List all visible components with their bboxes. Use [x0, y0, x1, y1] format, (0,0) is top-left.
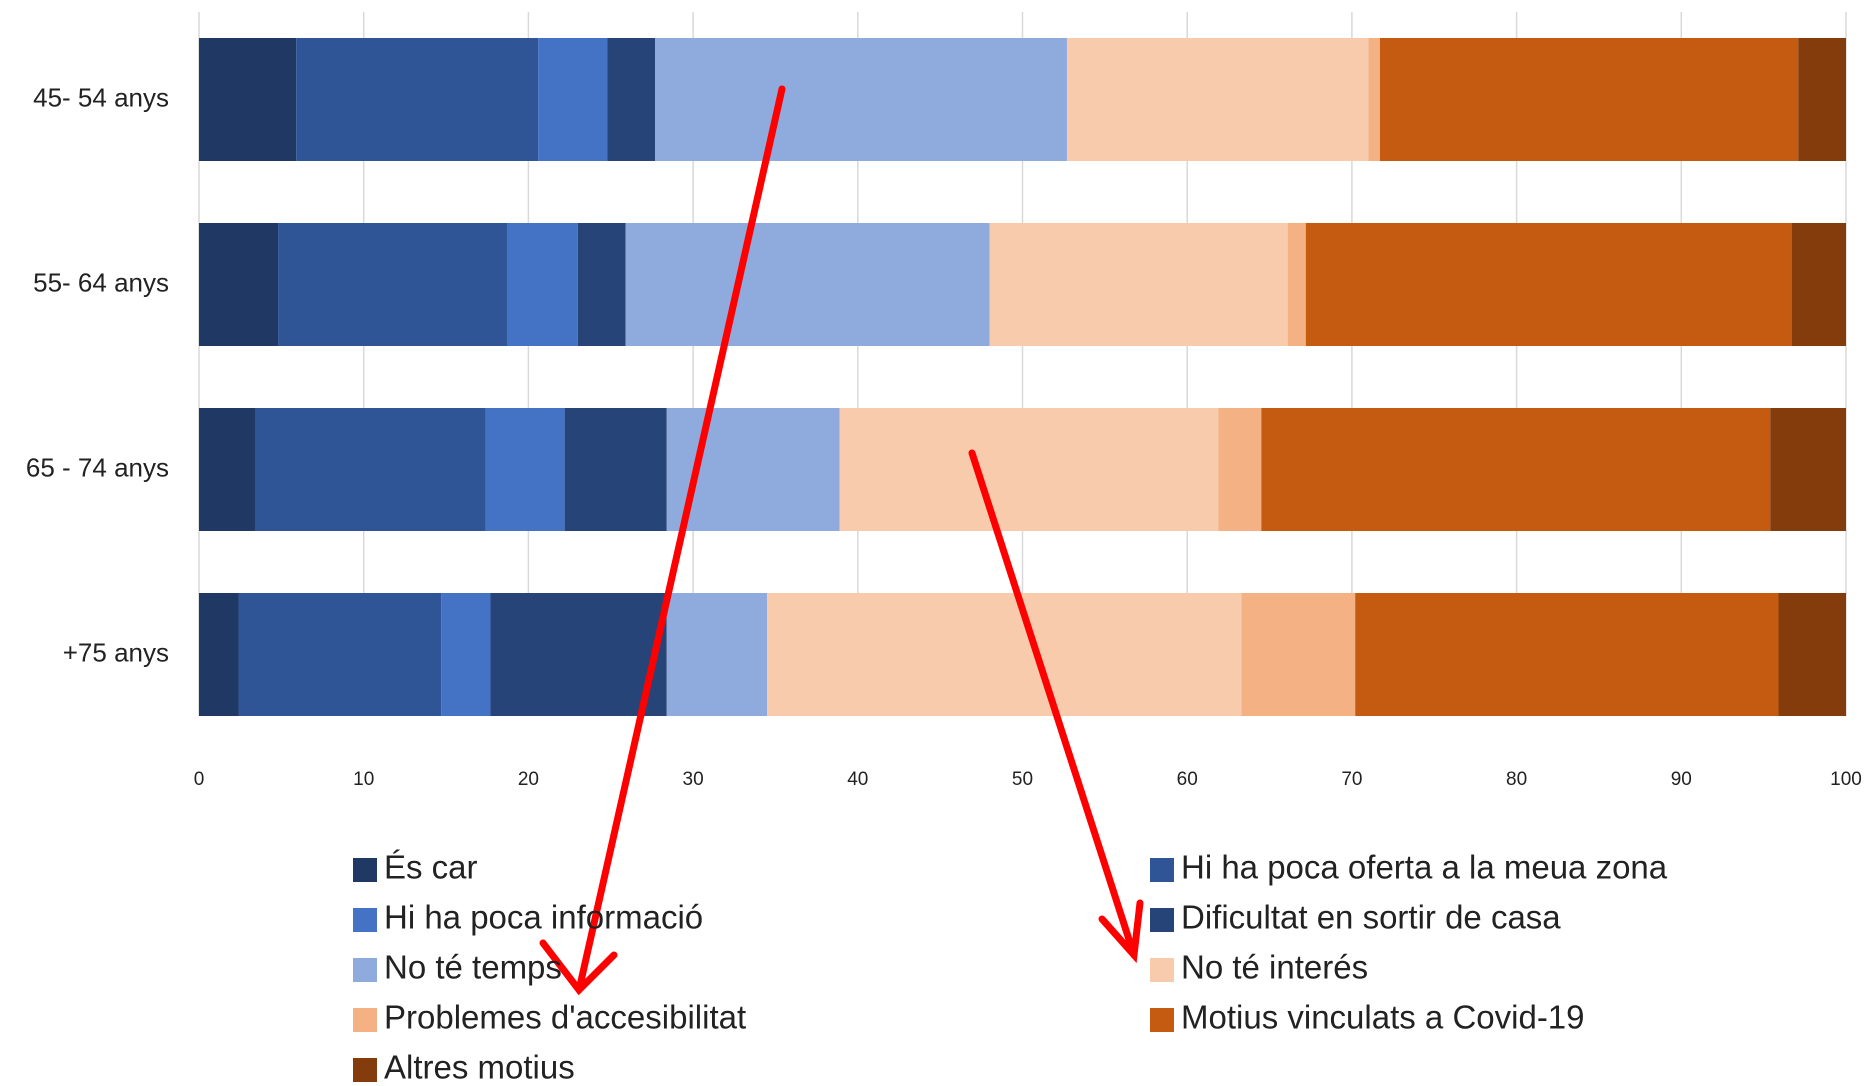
x-tick-label: 0 — [194, 769, 205, 790]
plot: 0 10 20 30 40 50 60 70 80 90 100 45- 54 anys 55- 64 … — [26, 12, 1862, 790]
bar-segment — [839, 408, 1219, 531]
legend-label: No té interés — [1181, 949, 1368, 986]
bar-segment — [1287, 223, 1306, 346]
bar-segment — [767, 593, 1242, 716]
legend-label: Altres motius — [384, 1049, 575, 1086]
x-tick-label: 70 — [1341, 769, 1362, 790]
x-tick-label: 80 — [1506, 769, 1527, 790]
bar-segment — [1770, 408, 1846, 531]
bar-segment — [625, 223, 990, 346]
y-tick-label: +75 anys — [63, 637, 169, 667]
y-tick-label: 65 - 74 anys — [26, 452, 169, 482]
legend-label: Motius vinculats a Covid-19 — [1181, 999, 1585, 1036]
bar-segment — [296, 38, 539, 161]
bar-segment — [199, 408, 255, 531]
bar-segment — [1261, 408, 1771, 531]
bar-segment — [490, 593, 667, 716]
legend-swatch — [1150, 958, 1174, 982]
bar-segment — [1379, 38, 1799, 161]
legend-swatch — [1150, 858, 1174, 882]
arrow — [575, 85, 786, 994]
bar-segment — [1355, 593, 1779, 716]
x-tick-label: 60 — [1177, 769, 1198, 790]
legend-swatch — [1150, 1008, 1174, 1032]
bar-segment — [238, 593, 442, 716]
arrow-head — [539, 939, 618, 996]
bar-segment — [1778, 593, 1846, 716]
legend-label: És car — [384, 849, 478, 886]
legend-label: Hi ha poca oferta a la meua zona — [1181, 849, 1668, 886]
legend-label: Dificultat en sortir de casa — [1181, 899, 1561, 936]
bar-segment — [278, 223, 507, 346]
legend-swatch — [353, 908, 377, 932]
legend-label: No té temps — [384, 949, 562, 986]
bar-segment — [1218, 408, 1262, 531]
bar-segment — [989, 223, 1288, 346]
bar-segment — [199, 223, 279, 346]
legend-swatch — [353, 858, 377, 882]
legend-swatch — [353, 1008, 377, 1032]
bar-segment — [199, 593, 239, 716]
bar-segment — [577, 223, 626, 346]
bar-segment — [655, 38, 1067, 161]
bar-segment — [538, 38, 608, 161]
legend-label: Problemes d'accesibilitat — [384, 999, 746, 1036]
annotation-arrows — [539, 85, 1144, 996]
bar-segment — [564, 408, 667, 531]
x-tick-label: 90 — [1671, 769, 1692, 790]
x-tick-label: 20 — [518, 769, 539, 790]
bar-segment — [441, 593, 491, 716]
bar-segment — [666, 593, 768, 716]
bar-segment — [1368, 38, 1380, 161]
bar-segment — [607, 38, 656, 161]
legend-swatch — [353, 958, 377, 982]
bar-segment — [1305, 223, 1792, 346]
bar-segment — [485, 408, 565, 531]
bar-segment — [254, 408, 486, 531]
bar-segment — [506, 223, 578, 346]
x-tick-label: 50 — [1012, 769, 1033, 790]
legend-swatch — [1150, 908, 1174, 932]
legend-label: Hi ha poca informació — [384, 899, 703, 936]
y-tick-label: 45- 54 anys — [33, 82, 169, 112]
x-tick-label: 100 — [1830, 769, 1862, 790]
bar-segment — [1798, 38, 1846, 161]
bar-segment — [1791, 223, 1846, 346]
bar-segment — [1066, 38, 1369, 161]
arrow — [968, 449, 1138, 959]
x-tick-label: 30 — [683, 769, 704, 790]
arrow-head — [1098, 899, 1144, 964]
y-tick-label: 55- 64 anys — [33, 267, 169, 297]
x-tick-label: 10 — [353, 769, 374, 790]
bar-segment — [1241, 593, 1356, 716]
bar-segment — [199, 38, 297, 161]
legend-swatch — [353, 1058, 377, 1082]
x-tick-label: 40 — [847, 769, 868, 790]
